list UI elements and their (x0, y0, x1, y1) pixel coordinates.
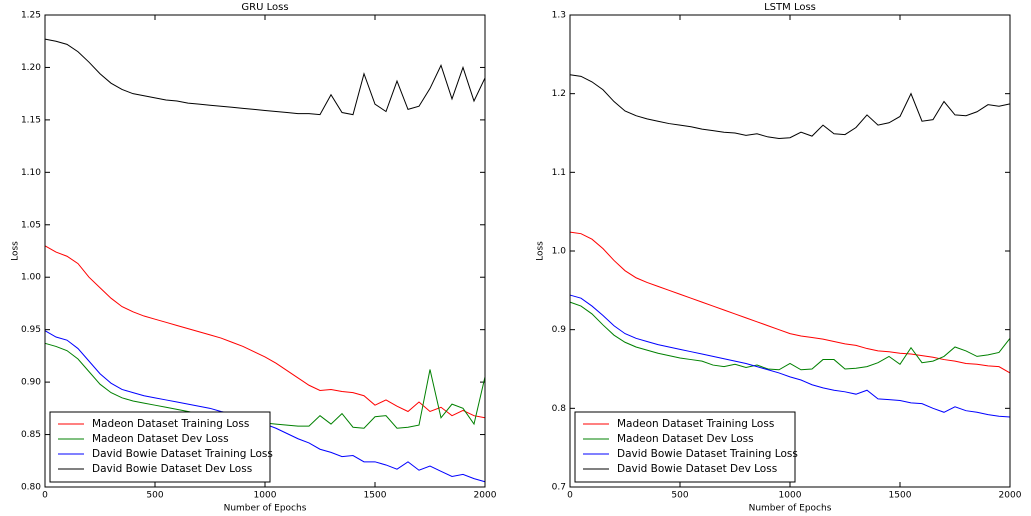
line-series (44, 38, 486, 116)
y-tick-label: 1.15 (21, 115, 41, 125)
y-tick-label: 0.7 (552, 483, 566, 493)
y-tick-label: 1.10 (21, 168, 41, 178)
y-tick-label: 1.0 (552, 247, 567, 257)
legend-box (574, 411, 796, 483)
x-tick-label: 500 (146, 491, 163, 501)
line-series (44, 245, 486, 419)
x-tick-label: 1500 (889, 491, 912, 501)
x-tick-label: 1000 (779, 491, 802, 501)
y-tick-label: 1.3 (552, 11, 566, 21)
x-axis-label: Number of Epochs (224, 504, 307, 514)
y-axis-label: Loss (536, 241, 546, 261)
legend-label: Madeon Dataset Dev Loss (617, 433, 754, 445)
y-tick-label: 0.9 (552, 325, 567, 335)
legend-label: Madeon Dataset Training Loss (92, 418, 249, 430)
x-tick-label: 1500 (364, 491, 387, 501)
x-tick-label: 0 (567, 491, 573, 501)
y-tick-label: 0.85 (21, 430, 41, 440)
y-tick-label: 0.95 (21, 325, 41, 335)
line-series (569, 231, 1011, 374)
y-tick-label: 1.1 (552, 168, 566, 178)
legend-box (49, 411, 271, 483)
y-axis-label: Loss (11, 241, 21, 261)
x-axis-label: Number of Epochs (749, 504, 832, 514)
legend-label: Madeon Dataset Training Loss (617, 418, 774, 430)
x-tick-label: 1000 (254, 491, 277, 501)
chart-title: GRU Loss (241, 2, 288, 13)
y-tick-label: 0.80 (21, 483, 41, 493)
chart-title: LSTM Loss (764, 2, 816, 13)
x-tick-label: 2000 (999, 491, 1022, 501)
y-tick-label: 1.00 (21, 273, 41, 283)
y-tick-label: 1.25 (21, 11, 41, 21)
legend-label: David Bowie Dataset Training Loss (617, 448, 798, 460)
legend-label: David Bowie Dataset Training Loss (92, 448, 273, 460)
line-series (569, 301, 1011, 371)
x-tick-label: 2000 (474, 491, 497, 501)
y-tick-label: 1.05 (21, 220, 41, 230)
x-tick-label: 0 (42, 491, 48, 501)
y-tick-label: 1.20 (21, 63, 41, 73)
y-tick-label: 0.8 (552, 404, 567, 414)
x-tick-label: 500 (671, 491, 688, 501)
y-tick-label: 0.90 (21, 378, 41, 388)
line-series (569, 74, 1011, 140)
line-series (569, 294, 1011, 418)
legend-label: Madeon Dataset Dev Loss (92, 433, 229, 445)
legend-label: David Bowie Dataset Dev Loss (617, 463, 777, 475)
legend-label: David Bowie Dataset Dev Loss (92, 463, 252, 475)
y-tick-label: 1.2 (552, 89, 566, 99)
plot-frame (44, 14, 486, 488)
plot-frame (569, 14, 1011, 488)
